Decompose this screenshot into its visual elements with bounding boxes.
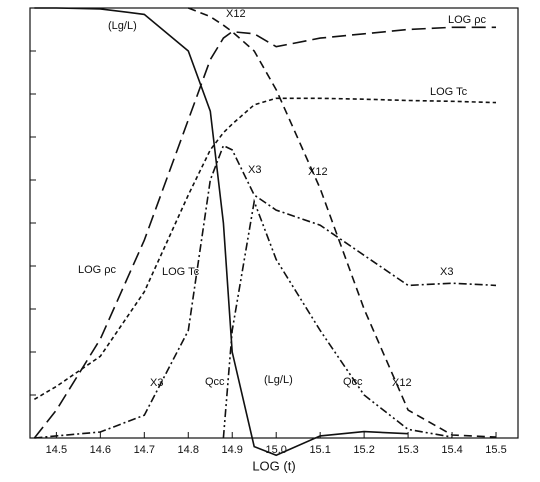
curve bbox=[222, 198, 453, 439]
curve-label: X3 bbox=[150, 377, 163, 389]
curve bbox=[34, 144, 497, 439]
x-tick-label: 15.2 bbox=[353, 444, 374, 456]
x-tick-label: 15.4 bbox=[441, 444, 462, 456]
curve-label: Qcc bbox=[205, 376, 225, 388]
curve-label: LOG ρc bbox=[78, 264, 117, 276]
curve-label: (Lg/L) bbox=[264, 374, 293, 386]
x-tick-label: 15.0 bbox=[265, 444, 286, 456]
curve bbox=[34, 7, 409, 457]
curve-label: Qcc bbox=[343, 376, 363, 388]
x-tick-label: 14.9 bbox=[222, 444, 243, 456]
x-tick-label: 15.3 bbox=[397, 444, 418, 456]
curve-label: X3 bbox=[440, 266, 453, 278]
x-tick-label: 14.6 bbox=[90, 444, 111, 456]
curve-label: (Lg/L) bbox=[108, 20, 137, 32]
curve bbox=[33, 97, 497, 400]
curve-label: LOG ρc bbox=[448, 14, 487, 26]
curve bbox=[188, 7, 497, 438]
x-tick-label: 15.5 bbox=[485, 444, 506, 456]
curve-label: X3 bbox=[248, 164, 261, 176]
curve-label: LOG Tc bbox=[162, 266, 200, 278]
curve bbox=[33, 26, 496, 439]
x-axis-label: LOG (t) bbox=[252, 458, 295, 473]
curve-label: X12 bbox=[308, 166, 328, 178]
x-tick-label: 14.8 bbox=[178, 444, 199, 456]
curve-label: LOG Tc bbox=[430, 86, 468, 98]
x-tick-label: 14.5 bbox=[46, 444, 67, 456]
x-tick-label: 14.7 bbox=[134, 444, 155, 456]
x-tick-label: 15.1 bbox=[309, 444, 330, 456]
curve-label: X12 bbox=[226, 8, 246, 20]
curve-label: X12 bbox=[392, 377, 412, 389]
